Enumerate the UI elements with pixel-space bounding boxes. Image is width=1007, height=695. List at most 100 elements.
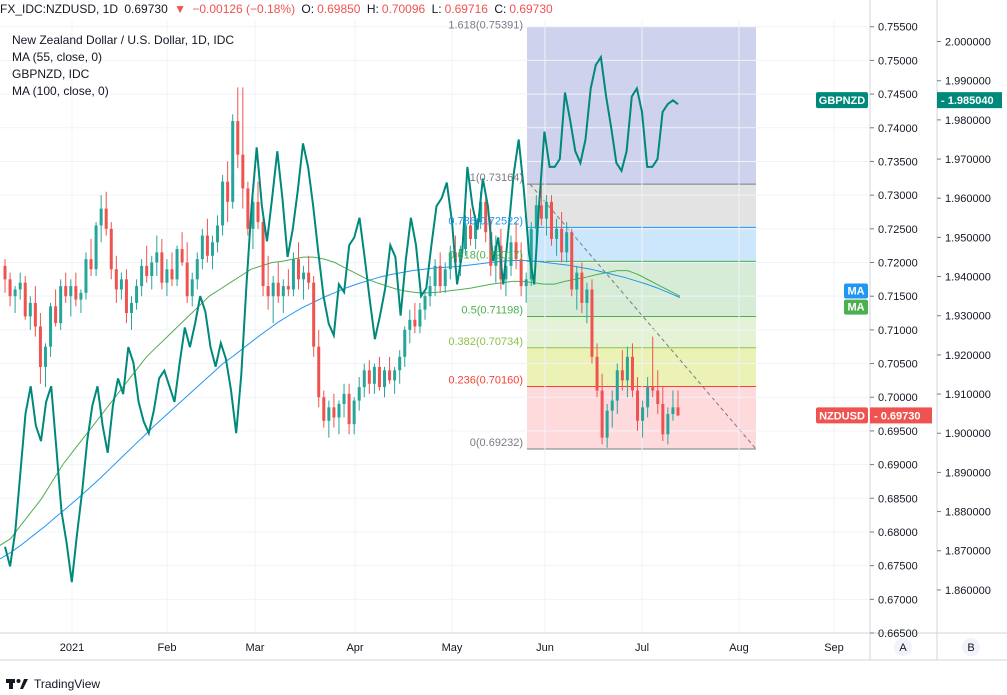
candle-body (251, 201, 255, 229)
candle-body (3, 265, 7, 280)
candle-body (84, 259, 88, 293)
ma100-tag (844, 283, 868, 299)
symbol-label[interactable]: FX_IDC:NZDUSD, 1D (0, 2, 119, 16)
candle-body (403, 329, 407, 357)
candle-body (595, 356, 599, 391)
x-tick-label: Jun (536, 642, 554, 654)
candle-body (160, 252, 164, 283)
candle-body (636, 390, 640, 421)
gbpnzd-line (4, 54, 679, 583)
candle-body (94, 225, 98, 270)
footer: TradingView (6, 677, 100, 691)
candle-body (463, 225, 467, 250)
candle-body (241, 154, 245, 189)
candle-body (666, 414, 670, 435)
candle-body (286, 286, 290, 290)
candle-body (383, 370, 387, 388)
candle-body (418, 309, 422, 327)
candle-body (398, 356, 402, 371)
brand-label[interactable]: TradingView (34, 677, 101, 691)
candle-body (423, 296, 427, 310)
candle-body (89, 259, 93, 270)
candle-body (210, 242, 214, 256)
fib-label: 0(0.69232) (470, 437, 523, 449)
fib-label: 0.618(0.72017) (448, 249, 523, 261)
candles (3, 87, 680, 448)
axis-footer-label: A (899, 642, 907, 654)
candle-body (327, 407, 331, 421)
candle-body (155, 252, 159, 263)
axis-panel-bg (870, 0, 1007, 695)
gbpnzd-name-tag (816, 92, 868, 109)
candle-body (484, 201, 488, 233)
candle-body (332, 407, 336, 418)
x-tick-label: Mar (246, 642, 265, 654)
candle-body (458, 249, 462, 263)
candle-body (448, 252, 452, 270)
candle-body (302, 272, 306, 280)
candle-body (372, 366, 376, 384)
legend-ma100[interactable]: MA (100, close, 0) (12, 84, 109, 98)
candle-body (504, 265, 508, 280)
candle-body (474, 222, 478, 239)
right-axis-label: 2.000000 (945, 37, 991, 49)
candle-body (600, 390, 604, 438)
candle-body (195, 259, 199, 280)
candle-body (145, 265, 149, 276)
right-axis-label: 1.970000 (945, 154, 991, 166)
candle-body (519, 259, 523, 287)
candle-body (337, 403, 341, 418)
candle-body (651, 387, 655, 391)
candle-body (580, 272, 584, 303)
gbpnzd-overlay (4, 54, 679, 583)
fib-trendline (529, 183, 757, 450)
legend-overlay[interactable]: GBPNZD, IDC (12, 67, 90, 81)
right-axis-label: 1.890000 (945, 467, 991, 479)
candle-body (170, 269, 174, 280)
candle-body (570, 232, 574, 290)
candle-body (135, 286, 139, 303)
candle-body (362, 370, 366, 388)
left-axis-label: 0.71000 (878, 325, 918, 337)
candle-body (367, 370, 371, 384)
left-axis-label: 0.68500 (878, 493, 918, 505)
nzdusd-value-tag (870, 407, 932, 424)
candle-body (109, 228, 113, 270)
legend-title[interactable]: New Zealand Dollar / U.S. Dollar, 1D, ID… (12, 33, 235, 47)
fib-label: 0.236(0.70160) (448, 374, 523, 386)
left-axis-label: 0.73000 (878, 190, 918, 202)
candle-body (266, 286, 270, 297)
candle-body (119, 279, 123, 290)
left-axis-label: 0.69500 (878, 426, 918, 438)
left-axis-label: 0.67000 (878, 594, 918, 606)
candle-body (276, 282, 280, 297)
left-axis-label: 0.75500 (878, 22, 918, 34)
candle-body (641, 407, 645, 421)
candle-body (49, 306, 53, 347)
low-label: L: (431, 2, 442, 16)
candle-body (539, 205, 543, 219)
candle-body (205, 235, 209, 256)
legend-ma55[interactable]: MA (55, close, 0) (12, 50, 103, 64)
candle-body (13, 289, 17, 297)
candle-body (175, 249, 179, 280)
right-axis-label: 1.900000 (945, 428, 991, 440)
candle-body (605, 410, 609, 438)
candle-body (443, 269, 447, 287)
candle-body (59, 286, 63, 324)
ma100-tag-text: MA (847, 285, 864, 297)
candle-body (322, 397, 326, 421)
x-tick-label: Jul (635, 642, 649, 654)
right-axis-label: 1.930000 (945, 311, 991, 323)
candle-body (130, 302, 134, 314)
fib-top-label: 1.618(0.75391) (448, 20, 523, 32)
candle-body (317, 346, 321, 398)
legend: New Zealand Dollar / U.S. Dollar, 1D, ID… (12, 32, 234, 100)
candle-body (377, 366, 381, 388)
right-axis-label: 1.990000 (945, 76, 991, 88)
nzdusd-name-text: NZDUSD (819, 410, 865, 422)
right-axis-label: 1.880000 (945, 507, 991, 519)
candle-body (590, 289, 594, 357)
candle-body (433, 265, 437, 287)
